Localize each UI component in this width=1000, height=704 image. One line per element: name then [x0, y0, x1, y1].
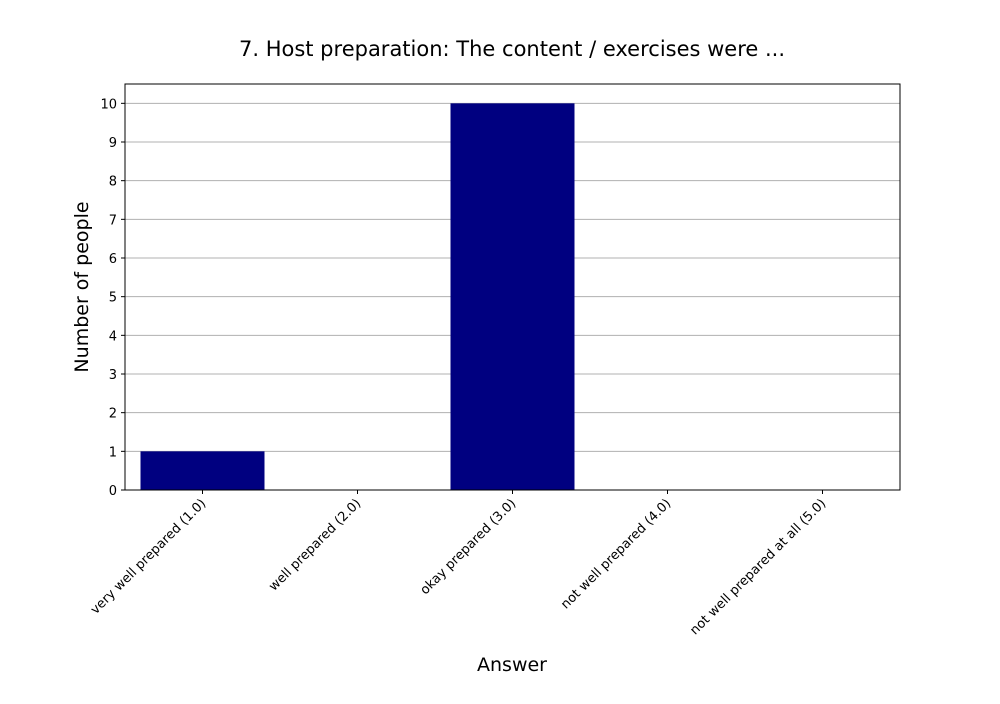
y-tick-label: 6	[109, 252, 117, 267]
x-tick-label: not well prepared at all (5.0)	[687, 496, 829, 638]
x-axis-label: Answer	[477, 654, 547, 676]
bar	[140, 451, 265, 490]
x-tick-label: not well prepared (4.0)	[558, 496, 674, 612]
x-tick-label: very well prepared (1.0)	[88, 496, 209, 617]
y-tick-label: 3	[109, 368, 117, 383]
y-tick-label: 2	[109, 407, 117, 422]
x-tick-label: well prepared (2.0)	[266, 496, 364, 594]
y-axis-label: Number of people	[71, 201, 93, 372]
bars	[140, 103, 575, 490]
x-tick-label: okay prepared (3.0)	[418, 496, 520, 598]
y-tick-label: 0	[109, 484, 117, 499]
y-tick-label: 10	[100, 97, 117, 112]
y-tick-label: 7	[109, 213, 117, 228]
y-tick-label: 5	[109, 291, 117, 306]
axes	[121, 83, 901, 494]
bar	[450, 103, 575, 490]
y-tick-label: 9	[109, 136, 117, 151]
y-tick-label: 4	[109, 329, 117, 344]
y-tick-label: 1	[109, 445, 117, 460]
chart-title: 7. Host preparation: The content / exerc…	[239, 37, 785, 61]
y-tick-label: 8	[109, 175, 117, 190]
